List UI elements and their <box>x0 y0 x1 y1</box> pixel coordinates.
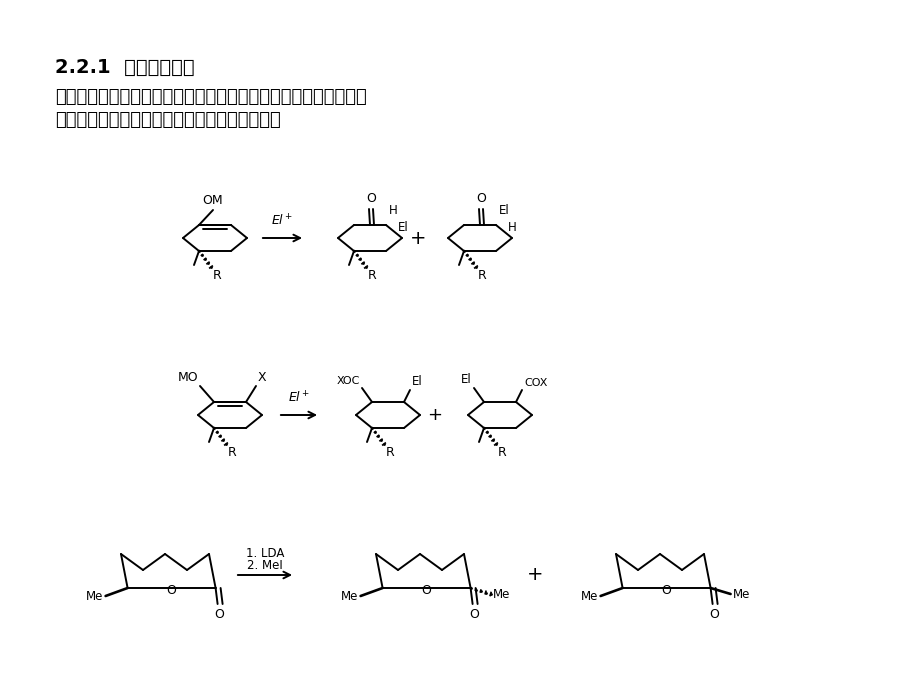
Text: XOC: XOC <box>336 376 359 386</box>
Text: Me: Me <box>341 589 358 602</box>
Text: +: + <box>409 228 425 248</box>
Text: MO: MO <box>177 371 198 384</box>
Text: H: H <box>389 204 397 217</box>
Text: R: R <box>478 269 486 282</box>
Text: R: R <box>386 446 394 459</box>
Text: R: R <box>213 269 221 282</box>
Text: O: O <box>366 192 376 205</box>
Text: El$^+$: El$^+$ <box>271 214 292 229</box>
Text: R: R <box>368 269 377 282</box>
Text: +: + <box>427 406 442 424</box>
Text: O: O <box>214 608 224 621</box>
Text: Me: Me <box>732 587 749 600</box>
Text: Me: Me <box>581 589 598 602</box>
Text: El: El <box>460 373 471 386</box>
Text: 原有不对称中心通过环共价键连接到烯醇的两个点，烯醇的几何构: 原有不对称中心通过环共价键连接到烯醇的两个点，烯醇的几何构 <box>55 88 367 106</box>
Text: Me: Me <box>86 589 104 602</box>
Text: X: X <box>257 371 267 384</box>
Text: O: O <box>475 192 485 205</box>
Text: H: H <box>507 221 516 233</box>
Text: 型保持不变并与不对称中心的诱导无直接关联。: 型保持不变并与不对称中心的诱导无直接关联。 <box>55 111 280 129</box>
Text: O: O <box>661 584 671 596</box>
Text: OM: OM <box>202 194 223 207</box>
Text: 2. MeI: 2. MeI <box>247 559 282 572</box>
Text: COX: COX <box>524 378 547 388</box>
Text: El: El <box>498 204 509 217</box>
Text: El: El <box>398 221 408 233</box>
Text: R: R <box>228 446 236 459</box>
Text: El: El <box>412 375 423 388</box>
Text: 1. LDA: 1. LDA <box>245 547 284 560</box>
Text: O: O <box>709 608 719 621</box>
Text: R: R <box>497 446 506 459</box>
Text: O: O <box>470 608 479 621</box>
Text: +: + <box>527 566 542 584</box>
Text: O: O <box>166 584 176 596</box>
Text: Me: Me <box>492 587 509 600</box>
Text: O: O <box>421 584 431 596</box>
Text: 2.2.1  环内手性传递: 2.2.1 环内手性传递 <box>55 58 195 77</box>
Text: El$^+$: El$^+$ <box>288 391 310 406</box>
